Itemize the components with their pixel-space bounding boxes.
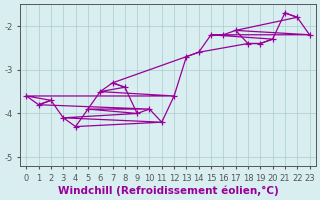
X-axis label: Windchill (Refroidissement éolien,°C): Windchill (Refroidissement éolien,°C) — [58, 185, 278, 196]
